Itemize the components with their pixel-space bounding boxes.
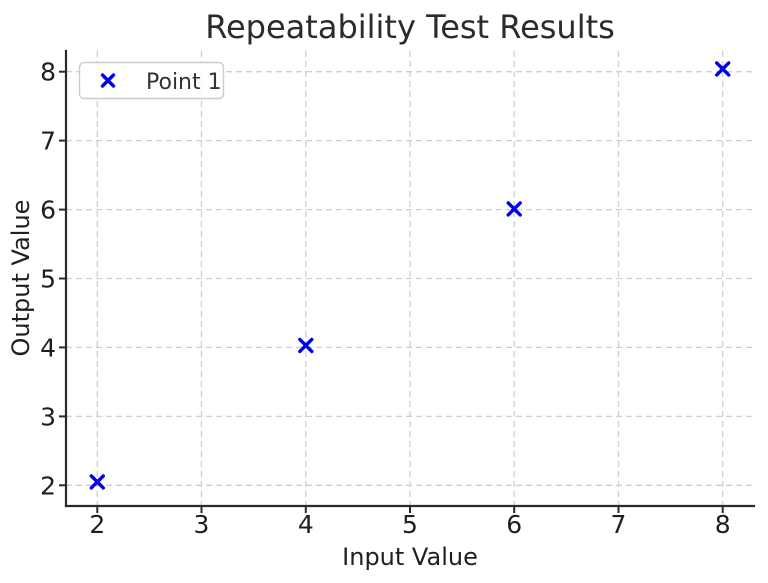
x-tick-label: 8 [715, 510, 731, 539]
y-tick-label: 4 [40, 333, 56, 362]
x-axis-label: Input Value [342, 543, 478, 571]
legend: Point 1 [78, 61, 225, 100]
chart-title: Repeatability Test Results [205, 8, 615, 46]
y-tick-label: 7 [40, 127, 56, 156]
y-tick-label: 3 [40, 402, 56, 431]
data-point-marker [715, 61, 731, 77]
data-point-marker [298, 337, 314, 354]
legend-x-marker-icon [100, 73, 116, 88]
x-tick-label: 5 [402, 510, 418, 539]
legend-frame [78, 61, 225, 100]
y-tick-label: 2 [40, 471, 56, 500]
x-tick-label: 4 [298, 510, 314, 539]
x-tick-label: 3 [194, 510, 210, 539]
y-tick-label: 5 [40, 265, 56, 294]
data-points [89, 61, 731, 490]
y-tick-label: 8 [40, 58, 56, 87]
x-tick-label: 2 [89, 510, 105, 539]
y-axis-label: Output Value [7, 200, 35, 357]
x-tick-label: 6 [506, 510, 522, 539]
y-tick-label: 6 [40, 196, 56, 225]
data-point-marker [506, 201, 522, 217]
legend-label: Point 1 [146, 70, 222, 95]
axis-ticks: 2 3 4 5 6 7 8 2 3 4 5 6 7 8 [40, 58, 731, 539]
data-point-marker [89, 474, 105, 490]
x-tick-label: 7 [611, 510, 627, 539]
gridlines [66, 51, 754, 506]
